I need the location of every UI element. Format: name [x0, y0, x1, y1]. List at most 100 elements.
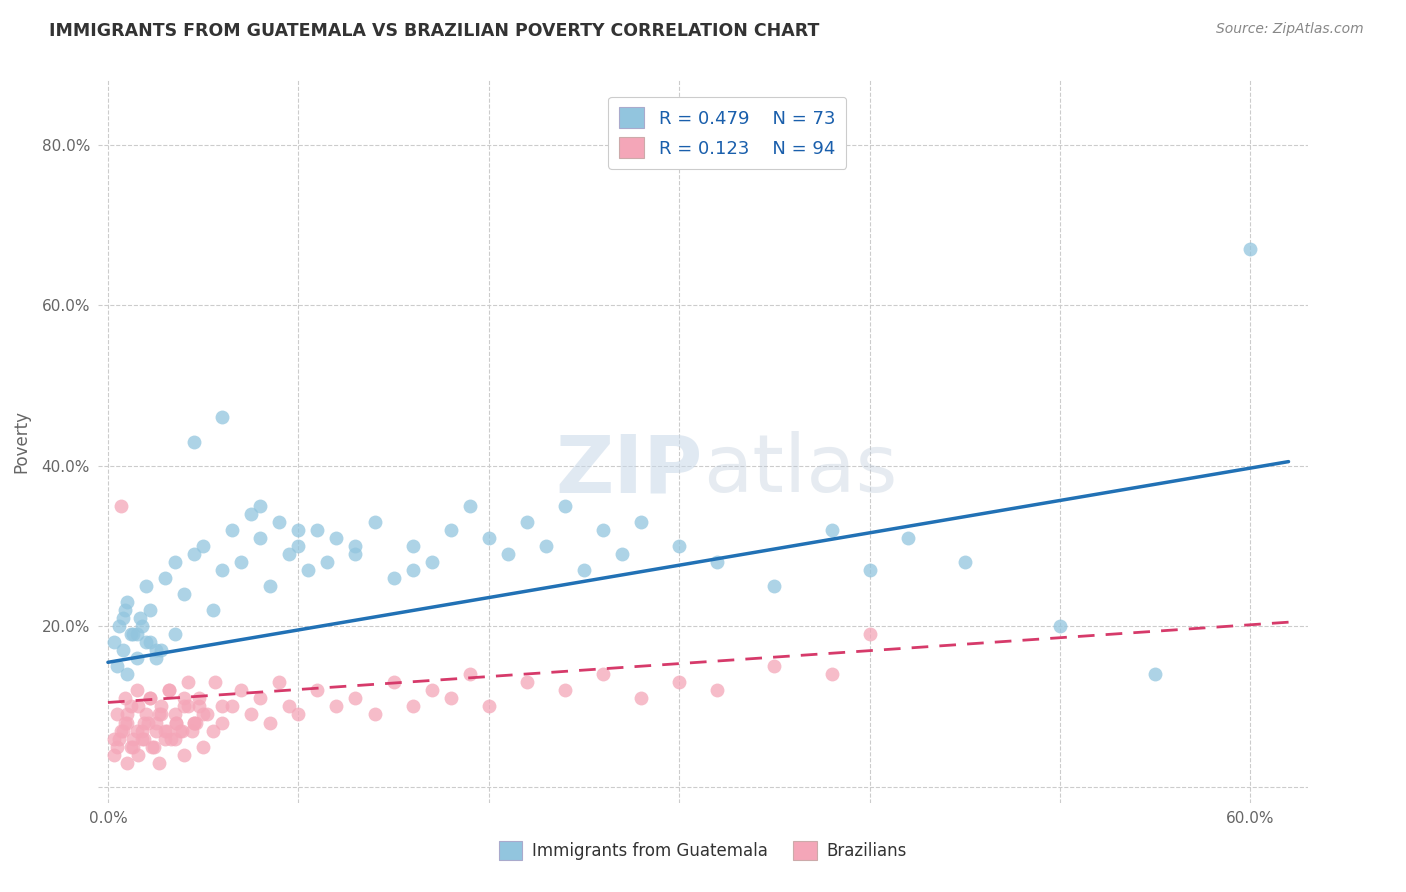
Point: [188, 691, 211, 706]
Point: [163, 731, 186, 746]
Point: [115, 715, 138, 730]
Point: [204, 675, 226, 690]
Point: [859, 563, 882, 577]
Point: [173, 691, 195, 706]
Point: [458, 499, 481, 513]
Point: [184, 715, 207, 730]
Point: [127, 699, 149, 714]
Point: [115, 595, 138, 609]
Point: [630, 691, 652, 706]
Point: [592, 667, 614, 681]
Point: [191, 539, 214, 553]
Point: [131, 619, 153, 633]
Point: [440, 691, 463, 706]
Point: [859, 627, 882, 641]
Point: [139, 603, 162, 617]
Point: [157, 683, 180, 698]
Point: [211, 563, 233, 577]
Point: [108, 619, 131, 633]
Point: [1049, 619, 1071, 633]
Point: [125, 723, 148, 738]
Point: [191, 707, 214, 722]
Point: [145, 723, 167, 738]
Point: [382, 675, 405, 690]
Point: [131, 731, 153, 746]
Point: [325, 699, 347, 714]
Point: [139, 691, 162, 706]
Point: [287, 539, 309, 553]
Point: [382, 571, 405, 585]
Point: [706, 683, 728, 698]
Point: [478, 699, 501, 714]
Point: [211, 410, 233, 425]
Point: [103, 731, 125, 746]
Point: [458, 667, 481, 681]
Point: [231, 683, 253, 698]
Point: [401, 539, 423, 553]
Point: [401, 699, 423, 714]
Point: [269, 675, 291, 690]
Point: [820, 667, 842, 681]
Point: [277, 547, 299, 561]
Point: [142, 739, 165, 754]
Point: [148, 707, 170, 722]
Point: [259, 579, 281, 593]
Point: [239, 507, 262, 521]
Point: [572, 563, 595, 577]
Point: [269, 515, 291, 529]
Point: [145, 715, 167, 730]
Point: [277, 699, 299, 714]
Point: [706, 555, 728, 569]
Point: [103, 635, 125, 649]
Point: [114, 691, 136, 706]
Point: [211, 699, 233, 714]
Point: [108, 731, 131, 746]
Point: [554, 683, 576, 698]
Point: [134, 731, 156, 746]
Point: [135, 579, 157, 593]
Point: [420, 555, 443, 569]
Point: [440, 523, 463, 537]
Point: [307, 523, 329, 537]
Point: [610, 547, 633, 561]
Point: [401, 563, 423, 577]
Point: [125, 683, 148, 698]
Point: [668, 675, 690, 690]
Point: [107, 739, 129, 754]
Point: [156, 723, 179, 738]
Point: [496, 547, 519, 561]
Text: ZIP: ZIP: [555, 432, 703, 509]
Point: [121, 731, 143, 746]
Point: [177, 699, 200, 714]
Point: [159, 731, 181, 746]
Point: [166, 715, 188, 730]
Point: [125, 651, 148, 665]
Point: [153, 571, 176, 585]
Point: [763, 659, 786, 673]
Point: [897, 531, 920, 545]
Point: [131, 723, 153, 738]
Point: [177, 675, 200, 690]
Point: [249, 499, 271, 513]
Point: [1239, 242, 1261, 256]
Point: [107, 707, 129, 722]
Text: atlas: atlas: [703, 432, 897, 509]
Point: [145, 643, 167, 657]
Point: [148, 756, 170, 770]
Point: [120, 699, 142, 714]
Point: [1144, 667, 1167, 681]
Point: [107, 659, 129, 673]
Point: [592, 523, 614, 537]
Point: [114, 603, 136, 617]
Point: [516, 675, 538, 690]
Point: [363, 515, 385, 529]
Point: [191, 739, 214, 754]
Point: [145, 651, 167, 665]
Point: [153, 731, 176, 746]
Point: [163, 627, 186, 641]
Point: [121, 627, 143, 641]
Point: [136, 715, 159, 730]
Point: [173, 587, 195, 601]
Point: [169, 723, 191, 738]
Point: [115, 667, 138, 681]
